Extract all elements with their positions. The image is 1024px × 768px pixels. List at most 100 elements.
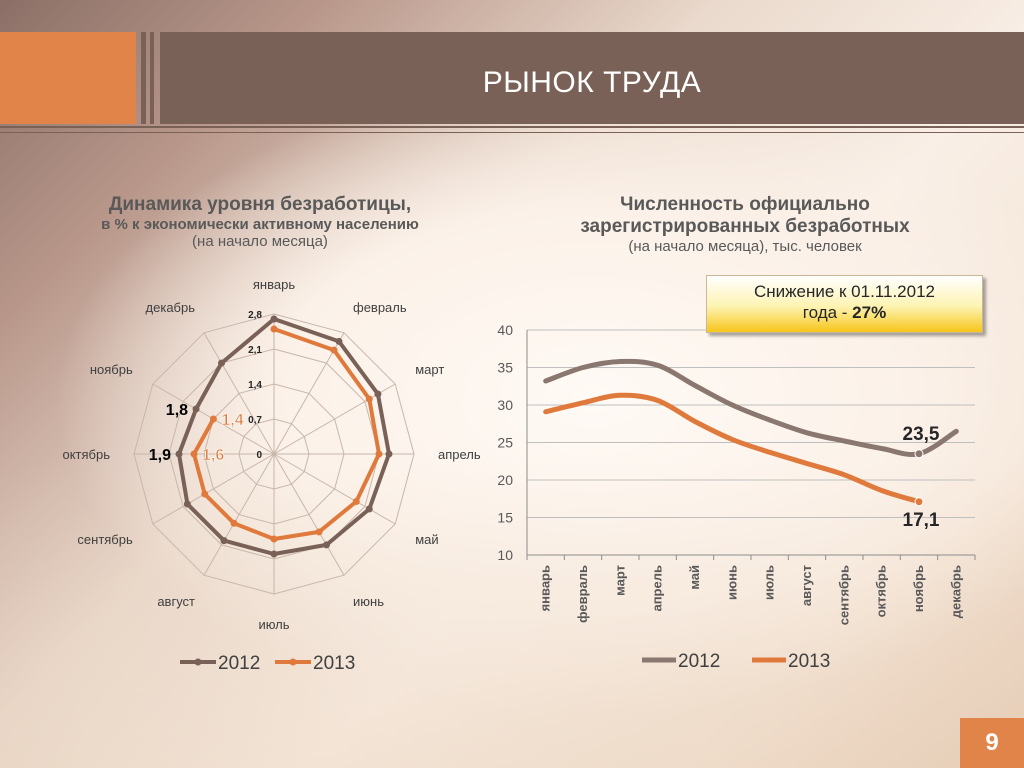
radar-point-2012 — [220, 537, 228, 545]
line-series-2013 — [543, 392, 922, 505]
radar-point-2012 — [270, 550, 278, 558]
radar-legend-marker-2013 — [289, 658, 297, 666]
radar-tick-label: 0,7 — [248, 415, 262, 426]
line-legend-label-2012: 2012 — [678, 651, 720, 672]
left-chart-title-line2: в % к экономически активному населению — [101, 216, 419, 233]
radar-category-label: апрель — [438, 447, 481, 462]
callout-percent: 27% — [852, 303, 887, 322]
radar-legend-marker-2012 — [194, 658, 202, 666]
line-point-2013 — [914, 497, 924, 507]
radar-category-label: февраль — [353, 300, 407, 315]
radar-point-2012 — [385, 450, 393, 458]
line-y-tick-label: 25 — [497, 435, 513, 451]
radar-point-2013 — [270, 325, 278, 333]
line-y-tick-label: 15 — [497, 510, 513, 526]
radar-point-2012 — [335, 337, 343, 345]
radar-point-2013 — [352, 498, 360, 505]
radar-spoke — [203, 453, 275, 576]
radar-category-label: ноябрь — [90, 362, 133, 377]
radar-point-2013 — [375, 450, 383, 458]
line-y-tick-label: 40 — [497, 322, 513, 338]
header-orange-block — [0, 32, 136, 124]
radar-spoke — [152, 453, 275, 525]
radar-point-2012 — [192, 405, 200, 413]
line-legend-label-2013: 2013 — [788, 651, 830, 672]
line-point-2012 — [914, 449, 924, 459]
radar-point-2012 — [218, 359, 225, 367]
left-chart-title: Динамика уровня безработицы, в % к эконо… — [40, 194, 480, 250]
line-x-category-label: январь — [538, 565, 553, 611]
radar-point-2013 — [209, 415, 217, 423]
radar-point-2013 — [201, 490, 209, 498]
radar-category-label: январь — [253, 277, 295, 292]
callout-prefix: года - — [802, 303, 853, 322]
radar-legend-label-2013: 2013 — [313, 653, 355, 674]
page-number: 9 — [960, 718, 1024, 768]
line-x-category-label: июнь — [724, 565, 739, 600]
radar-tick-label: 1,4 — [248, 380, 262, 391]
line-x-category-label: октябрь — [874, 565, 889, 617]
radar-category-label: июль — [258, 617, 289, 632]
radar-tick-label: 2,1 — [248, 345, 262, 356]
callout-line2: года - 27% — [707, 302, 982, 323]
line-y-tick-label: 35 — [497, 360, 513, 376]
line-x-category-label: июль — [762, 565, 777, 600]
line-data-label: 17,1 — [903, 510, 940, 531]
line-y-tick-label: 30 — [497, 397, 513, 413]
line-x-category-label: декабрь — [948, 565, 963, 618]
radar-point-2013 — [330, 346, 338, 354]
radar-tick-label: 2,8 — [248, 310, 262, 321]
line-x-category-label: май — [687, 565, 702, 590]
radar-point-2013 — [190, 450, 198, 458]
line-x-category-label: август — [799, 565, 814, 606]
reduction-callout: Снижение к 01.11.2012 года - 27% — [706, 275, 983, 333]
line-x-category-label: ноябрь — [911, 565, 926, 612]
right-chart-title: Численность официально зарегистрированны… — [530, 194, 960, 255]
radar-point-2012 — [323, 541, 330, 549]
slide-title: РЫНОК ТРУДА — [482, 66, 702, 99]
right-chart-title-line2: зарегистрированных безработных — [580, 216, 910, 237]
radar-spoke — [203, 332, 275, 455]
radar-spoke — [273, 453, 345, 576]
radar-point-2012 — [175, 450, 183, 458]
radar-category-label: май — [415, 532, 438, 547]
line-x-category-label: апрель — [650, 565, 665, 612]
radar-data-label: 1,9 — [149, 447, 171, 464]
line-x-category-label: март — [612, 565, 627, 596]
radar-point-2012 — [270, 315, 278, 323]
radar-data-label: 1,8 — [166, 402, 188, 419]
header-stripe — [150, 32, 154, 124]
radar-point-2012 — [365, 505, 373, 513]
line-x-category-label: сентябрь — [836, 565, 851, 625]
line-data-label: 23,5 — [903, 424, 940, 445]
radar-legend-label-2012: 2012 — [218, 653, 260, 674]
right-chart-title-line3: (на начало месяца), тыс. человек — [628, 238, 862, 255]
line-x-category-label: февраль — [575, 565, 590, 623]
radar-point-2012 — [183, 500, 191, 508]
radar-data-label: 1,6 — [202, 447, 224, 464]
header-divider — [0, 132, 1024, 133]
radar-category-label: июнь — [353, 594, 384, 609]
header-stripe — [141, 32, 146, 124]
radar-point-2013 — [315, 528, 323, 536]
radar-category-label: август — [157, 594, 195, 609]
radar-spoke — [273, 453, 396, 525]
left-chart-title-line1: Динамика уровня безработицы, — [108, 194, 412, 215]
header-divider — [0, 126, 1024, 128]
radar-point-2012 — [374, 390, 382, 398]
right-chart-title-line1: Численность официально — [620, 194, 870, 215]
line-series-2012 — [543, 358, 959, 457]
radar-data-label: 1,4 — [221, 412, 243, 429]
radar-point-2013 — [230, 519, 238, 527]
header-bar — [160, 32, 1024, 124]
radar-tick-label: 0 — [256, 450, 262, 461]
line-y-tick-label: 20 — [497, 472, 513, 488]
callout-line1: Снижение к 01.11.2012 — [753, 282, 936, 301]
line-y-tick-label: 10 — [497, 547, 513, 563]
radar-point-2013 — [365, 395, 373, 403]
radar-category-label: октябрь — [62, 447, 110, 462]
